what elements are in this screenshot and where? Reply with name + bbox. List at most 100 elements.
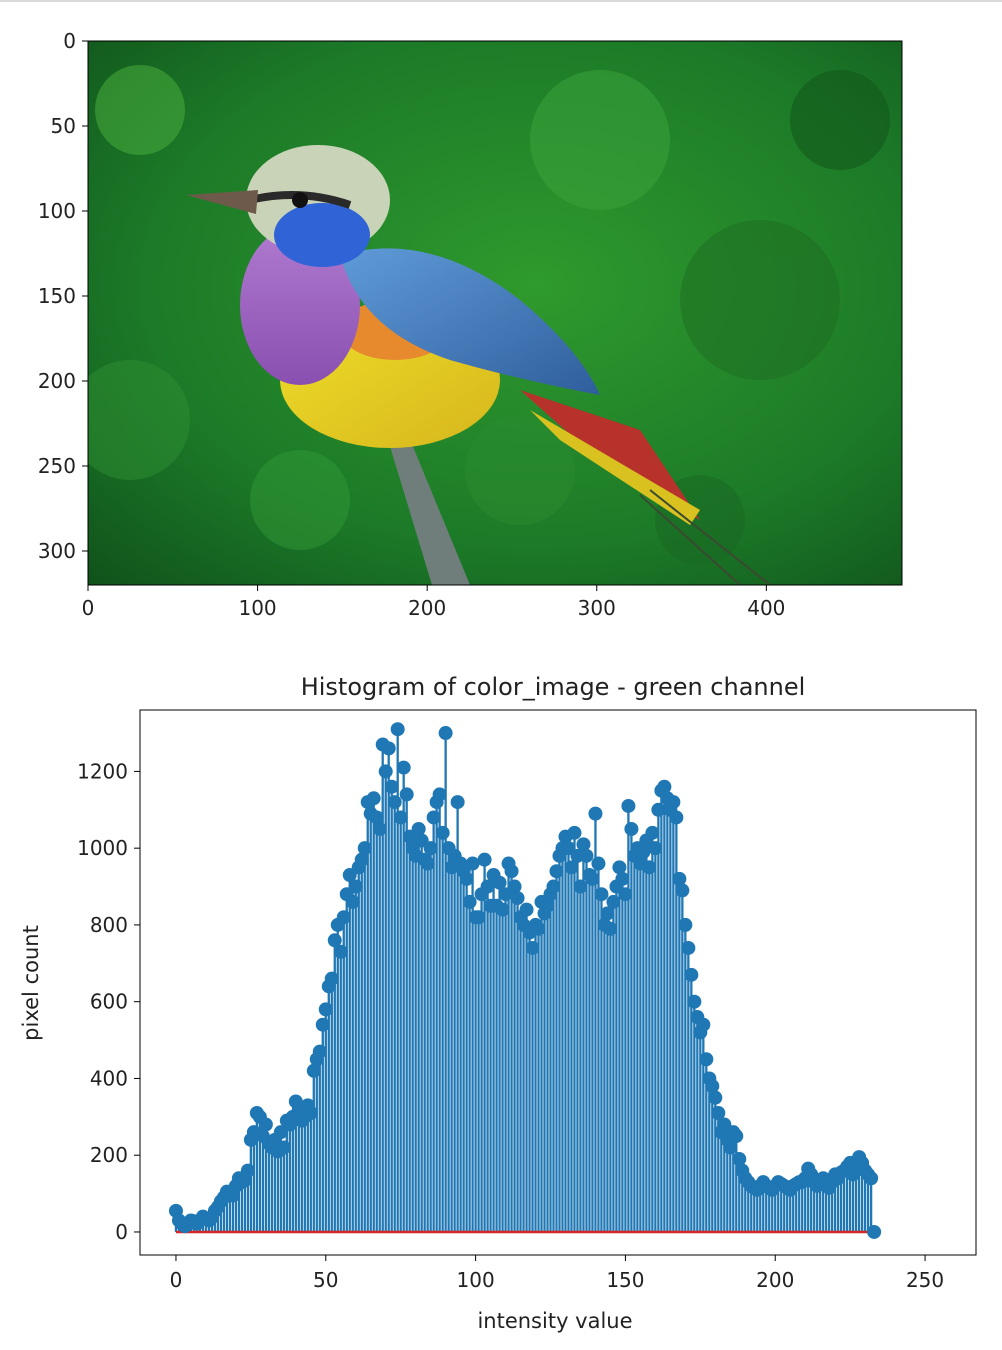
stem-marker [696,1017,711,1032]
stem-marker [615,871,630,886]
image-x-tick-label: 100 [238,596,276,620]
stem-marker [642,860,657,875]
stem-marker [594,887,609,902]
x-tick-label: 50 [313,1268,338,1292]
x-tick-label: 150 [606,1268,644,1292]
image-y-tick-label: 250 [38,454,76,478]
stem-markers [168,722,882,1239]
stem-marker [504,864,519,879]
bird-beak [186,190,258,214]
image-y-tick-label: 200 [38,369,76,393]
stem-marker [315,1017,330,1032]
stem-marker [366,791,381,806]
stem-marker [585,871,600,886]
stem-marker [621,798,636,813]
stem-marker [327,933,342,948]
stem-marker [354,852,369,867]
stem-marker [426,810,441,825]
stem-marker [357,841,372,856]
stem-marker [393,810,408,825]
top-divider [0,0,1002,2]
stem-marker [345,894,360,909]
stem-marker [540,898,555,913]
stem-marker [636,845,651,860]
stem-marker [612,860,627,875]
stem-marker [438,726,453,741]
stem-marker [312,1044,327,1059]
stem-marker [603,921,618,936]
stem-marker [423,841,438,856]
stem-marker [549,864,564,879]
stem-marker [576,837,591,852]
stem-marker [324,971,339,986]
stem-marker [729,1129,744,1144]
image-y-tick-label: 0 [63,29,76,53]
y-tick-label: 1000 [77,836,128,860]
stem-marker [588,806,603,821]
y-tick-label: 1200 [77,759,128,783]
stem-marker [459,871,474,886]
image-y-tick-label: 150 [38,284,76,308]
stem-marker [336,910,351,925]
stem-marker [591,856,606,871]
stem-marker [411,821,426,836]
image-x-tick-label: 0 [82,596,95,620]
stem-marker [318,1002,333,1017]
bird-eye [292,192,308,208]
bird-image [88,41,902,585]
stem-marker [348,879,363,894]
stem-marker [579,848,594,863]
stem-marker [462,894,477,909]
stem-marker [723,1140,738,1155]
y-tick-label: 800 [90,913,128,937]
stem-marker [420,856,435,871]
stem-marker [681,940,696,955]
branch [382,420,470,585]
stem-marker [666,795,681,810]
stem-marker [240,1163,255,1178]
image-frame [87,40,903,586]
stem-marker [657,779,672,794]
stem-marker [450,795,465,810]
x-tick-label: 250 [906,1268,944,1292]
x-axis: 0 50 100 150 200 250 [170,1255,944,1292]
stem-marker [258,1117,273,1132]
image-y-axis: 0 50 100 150 200 250 300 [38,29,88,563]
stem-marker [369,810,384,825]
y-tick-label: 600 [90,990,128,1014]
stem-marker [510,891,525,906]
stem-marker [384,779,399,794]
stem-marker [303,1105,318,1120]
stem-marker [669,810,684,825]
stem-marker [381,741,396,756]
stem-marker [624,821,639,836]
stem-marker [618,887,633,902]
stem-marker [600,906,615,921]
x-tick-label: 200 [756,1268,794,1292]
stem-marker [705,1079,720,1094]
image-x-tick-label: 400 [747,596,785,620]
image-x-tick-label: 300 [578,596,616,620]
stem-marker [867,1224,882,1239]
stem-marker [606,894,621,909]
stem-marker [675,883,690,898]
y-axis: 0 200 400 600 800 1000 1200 [77,759,140,1244]
stem-marker [471,910,486,925]
stem-marker [684,967,699,982]
stem-marker [687,994,702,1009]
stem-marker [276,1140,291,1155]
stem-marker [648,841,663,856]
stem-marker [399,787,414,802]
x-tick-label: 0 [170,1268,183,1292]
bird-wing [340,248,600,395]
stem-marker [477,852,492,867]
bird-throat [274,203,370,267]
image-y-tick-label: 50 [51,114,76,138]
x-tick-label: 100 [457,1268,495,1292]
image-y-tick-label: 300 [38,539,76,563]
stem-marker [507,879,522,894]
stem-marker [525,940,540,955]
image-x-axis: 0 100 200 300 400 [82,585,785,620]
stem-marker [564,860,579,875]
